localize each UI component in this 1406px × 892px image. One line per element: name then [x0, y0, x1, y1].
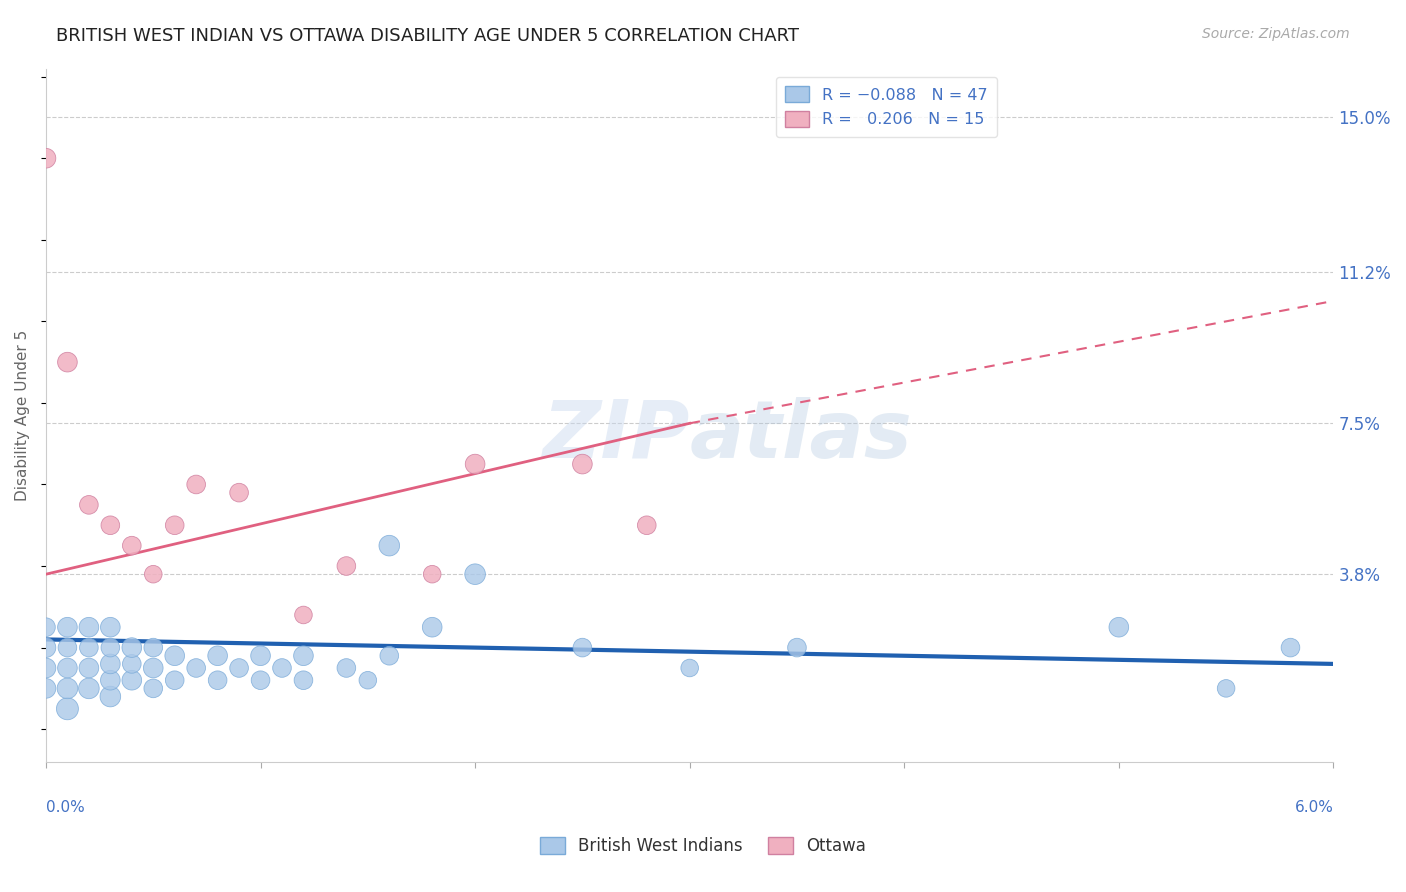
- Point: [98, 640, 121, 655]
- Point: [35, 681, 58, 696]
- Point: [571, 457, 593, 471]
- Point: [77, 498, 100, 512]
- Point: [571, 640, 593, 655]
- Point: [77, 640, 100, 655]
- Point: [121, 640, 143, 655]
- Point: [357, 673, 380, 688]
- Point: [163, 648, 186, 663]
- Point: [77, 620, 100, 634]
- Point: [786, 640, 808, 655]
- Point: [35, 640, 58, 655]
- Point: [98, 673, 121, 688]
- Point: [207, 648, 229, 663]
- Point: [207, 673, 229, 688]
- Text: 6.0%: 6.0%: [1295, 800, 1333, 815]
- Point: [186, 477, 208, 491]
- Point: [142, 661, 165, 675]
- Point: [142, 681, 165, 696]
- Point: [35, 151, 58, 165]
- Point: [35, 620, 58, 634]
- Point: [121, 673, 143, 688]
- Point: [142, 567, 165, 582]
- Point: [335, 661, 357, 675]
- Point: [292, 607, 315, 622]
- Point: [292, 673, 315, 688]
- Point: [464, 457, 486, 471]
- Text: atlas: atlas: [690, 397, 912, 475]
- Point: [56, 355, 79, 369]
- Point: [98, 518, 121, 533]
- Point: [420, 620, 443, 634]
- Text: BRITISH WEST INDIAN VS OTTAWA DISABILITY AGE UNDER 5 CORRELATION CHART: BRITISH WEST INDIAN VS OTTAWA DISABILITY…: [56, 27, 799, 45]
- Point: [56, 681, 79, 696]
- Point: [228, 661, 250, 675]
- Legend: British West Indians, Ottawa: British West Indians, Ottawa: [533, 830, 873, 862]
- Text: Source: ZipAtlas.com: Source: ZipAtlas.com: [1202, 27, 1350, 41]
- Point: [228, 485, 250, 500]
- Point: [1108, 620, 1130, 634]
- Point: [98, 690, 121, 704]
- Point: [121, 657, 143, 671]
- Point: [77, 681, 100, 696]
- Point: [56, 640, 79, 655]
- Point: [56, 661, 79, 675]
- Point: [121, 539, 143, 553]
- Point: [335, 559, 357, 574]
- Point: [56, 620, 79, 634]
- Point: [420, 567, 443, 582]
- Point: [98, 657, 121, 671]
- Point: [163, 673, 186, 688]
- Point: [378, 648, 401, 663]
- Legend: R = −0.088   N = 47, R =   0.206   N = 15: R = −0.088 N = 47, R = 0.206 N = 15: [776, 77, 997, 136]
- Point: [249, 648, 271, 663]
- Point: [249, 673, 271, 688]
- Point: [142, 640, 165, 655]
- Point: [35, 661, 58, 675]
- Point: [636, 518, 658, 533]
- Y-axis label: Disability Age Under 5: Disability Age Under 5: [15, 329, 30, 500]
- Text: 0.0%: 0.0%: [46, 800, 84, 815]
- Point: [271, 661, 294, 675]
- Point: [292, 648, 315, 663]
- Point: [186, 661, 208, 675]
- Point: [163, 518, 186, 533]
- Point: [98, 620, 121, 634]
- Point: [1215, 681, 1237, 696]
- Point: [464, 567, 486, 582]
- Point: [378, 539, 401, 553]
- Point: [56, 702, 79, 716]
- Point: [1279, 640, 1302, 655]
- Text: ZIP: ZIP: [543, 397, 690, 475]
- Point: [77, 661, 100, 675]
- Point: [679, 661, 702, 675]
